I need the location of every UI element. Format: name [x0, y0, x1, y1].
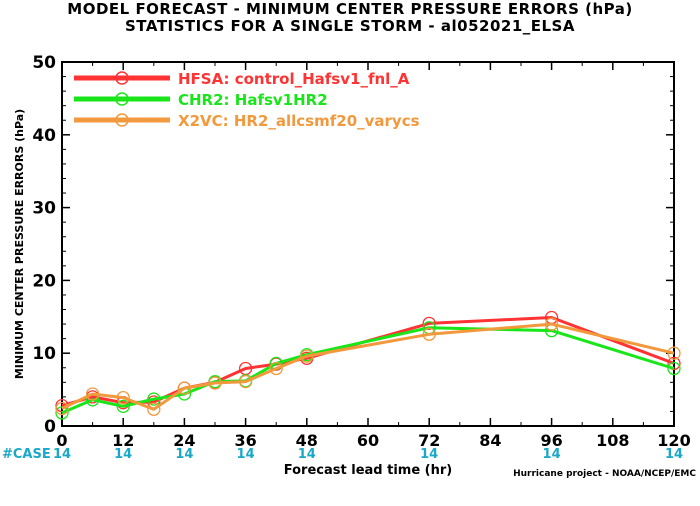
x-tick-label: 48 — [296, 431, 318, 450]
y-tick-label: 0 — [44, 417, 56, 437]
case-count: 14 — [420, 447, 438, 462]
x-tick-label: 72 — [418, 431, 440, 450]
axes — [61, 61, 675, 427]
series-point — [55, 401, 69, 416]
legend-swatch-marker — [115, 71, 129, 85]
series-point — [238, 374, 253, 389]
case-label: #CASE — [2, 447, 51, 462]
series-point — [85, 387, 100, 401]
series-point — [667, 356, 681, 371]
x-tick-label: 36 — [234, 431, 256, 450]
legend-swatch-marker — [115, 113, 129, 127]
series-point — [269, 361, 283, 376]
legend-label: X2VC: HR2_allcsmf20_varycs — [178, 112, 420, 130]
chart-title-line2: STATISTICS FOR A SINGLE STORM - al052021… — [125, 17, 575, 35]
series-layer — [55, 310, 681, 420]
series-point — [422, 327, 436, 341]
case-count: 14 — [665, 447, 683, 462]
legend: HFSA: control_Hafsv1_fnl_A CHR2: Hafsv1HR… — [74, 70, 420, 130]
x-tick-label: 84 — [479, 431, 501, 450]
series-point — [147, 402, 161, 416]
y-tick-label: 30 — [32, 199, 56, 219]
x-tick-label: 0 — [56, 431, 67, 450]
case-count: 14 — [53, 447, 71, 462]
legend-entry: CHR2: Hafsv1HR2 — [74, 91, 328, 109]
y-tick-label: 50 — [32, 53, 56, 73]
series-line — [61, 322, 675, 411]
series-1 — [55, 310, 681, 413]
series-point — [667, 346, 681, 360]
axis-labels: 0 10 20 30 40 50 0 12 24 36 48 60 72 84 96 108 120 Foreca… — [2, 53, 696, 479]
series-3 — [55, 317, 681, 416]
y-tick-label: 40 — [32, 126, 56, 146]
case-count: 14 — [298, 447, 316, 462]
case-count: 14 — [543, 447, 561, 462]
series-point — [208, 376, 222, 390]
legend-entry: X2VC: HR2_allcsmf20_varycs — [74, 112, 420, 130]
series-point — [667, 361, 681, 376]
x-tick-label: 108 — [596, 431, 629, 450]
legend-entry: HFSA: control_Hafsv1_fnl_A — [74, 70, 410, 88]
series-point — [300, 349, 314, 363]
y-tick-label: 20 — [32, 271, 56, 291]
x-tick-label: 12 — [112, 431, 134, 450]
legend-swatch-marker — [115, 92, 129, 106]
case-count: 14 — [237, 447, 255, 462]
series-point — [116, 390, 130, 405]
series-point — [147, 392, 161, 406]
y-tick-label: 10 — [32, 344, 56, 364]
x-tick-label: 24 — [173, 431, 195, 450]
series-point — [422, 316, 436, 331]
chart-title-line1: MODEL FORECAST - MINIMUM CENTER PRESSURE… — [67, 0, 633, 18]
x-tick-label: 96 — [540, 431, 562, 450]
y-axis-label: MINIMUM CENTER PRESSURE ERRORS (hPa) — [13, 109, 26, 379]
legend-label: HFSA: control_Hafsv1_fnl_A — [178, 70, 410, 88]
credit-text: Hurricane project - NOAA/NCEP/EMC — [513, 469, 696, 479]
legend-label: CHR2: Hafsv1HR2 — [178, 91, 328, 109]
series-line — [61, 326, 675, 415]
series-point — [177, 381, 192, 395]
case-count: 14 — [175, 447, 193, 462]
series-point — [116, 399, 130, 413]
case-count: 14 — [114, 447, 132, 462]
x-tick-label: 60 — [357, 431, 379, 450]
series-point — [544, 317, 559, 331]
x-tick-label: 120 — [657, 431, 690, 450]
x-axis-label: Forecast lead time (hr) — [284, 463, 452, 478]
